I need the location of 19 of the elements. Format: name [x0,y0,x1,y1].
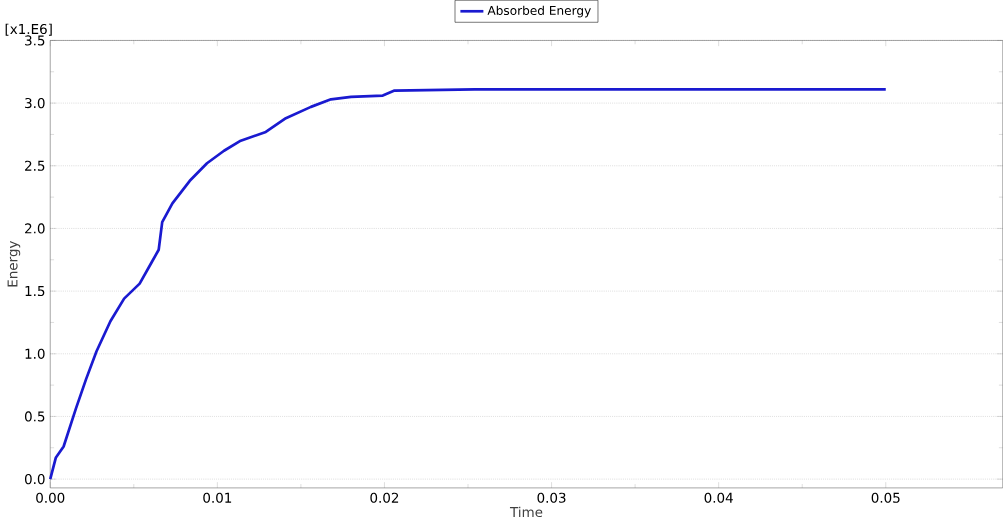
y-tick-label: 1.0 [25,348,45,360]
x-tick-label: 0.02 [370,492,399,504]
x-tick-label: 0.05 [871,492,900,504]
x-tick-label: 0.03 [537,492,566,504]
y-tick-label: 2.0 [25,223,45,234]
y-axis-title: Energy [7,241,21,287]
y-tick-label: 2.5 [25,160,45,172]
legend-label: Absorbed Energy [487,5,591,18]
y-tick-label: 3.5 [25,35,45,46]
y-tick-label: 0.0 [24,474,45,485]
line-series [48,88,888,481]
text: [x1.E6] [5,23,52,36]
y-tick-label: 1.5 [25,286,45,297]
x-tick-label: 0.04 [704,492,733,504]
x-tick-label: 0.01 [203,492,232,504]
x-axis-title: Time [509,506,543,518]
x-tick-label: 0.00 [36,492,65,504]
y-tick-label: 3.0 [25,98,45,109]
y-tick-label: 0.5 [24,411,45,422]
